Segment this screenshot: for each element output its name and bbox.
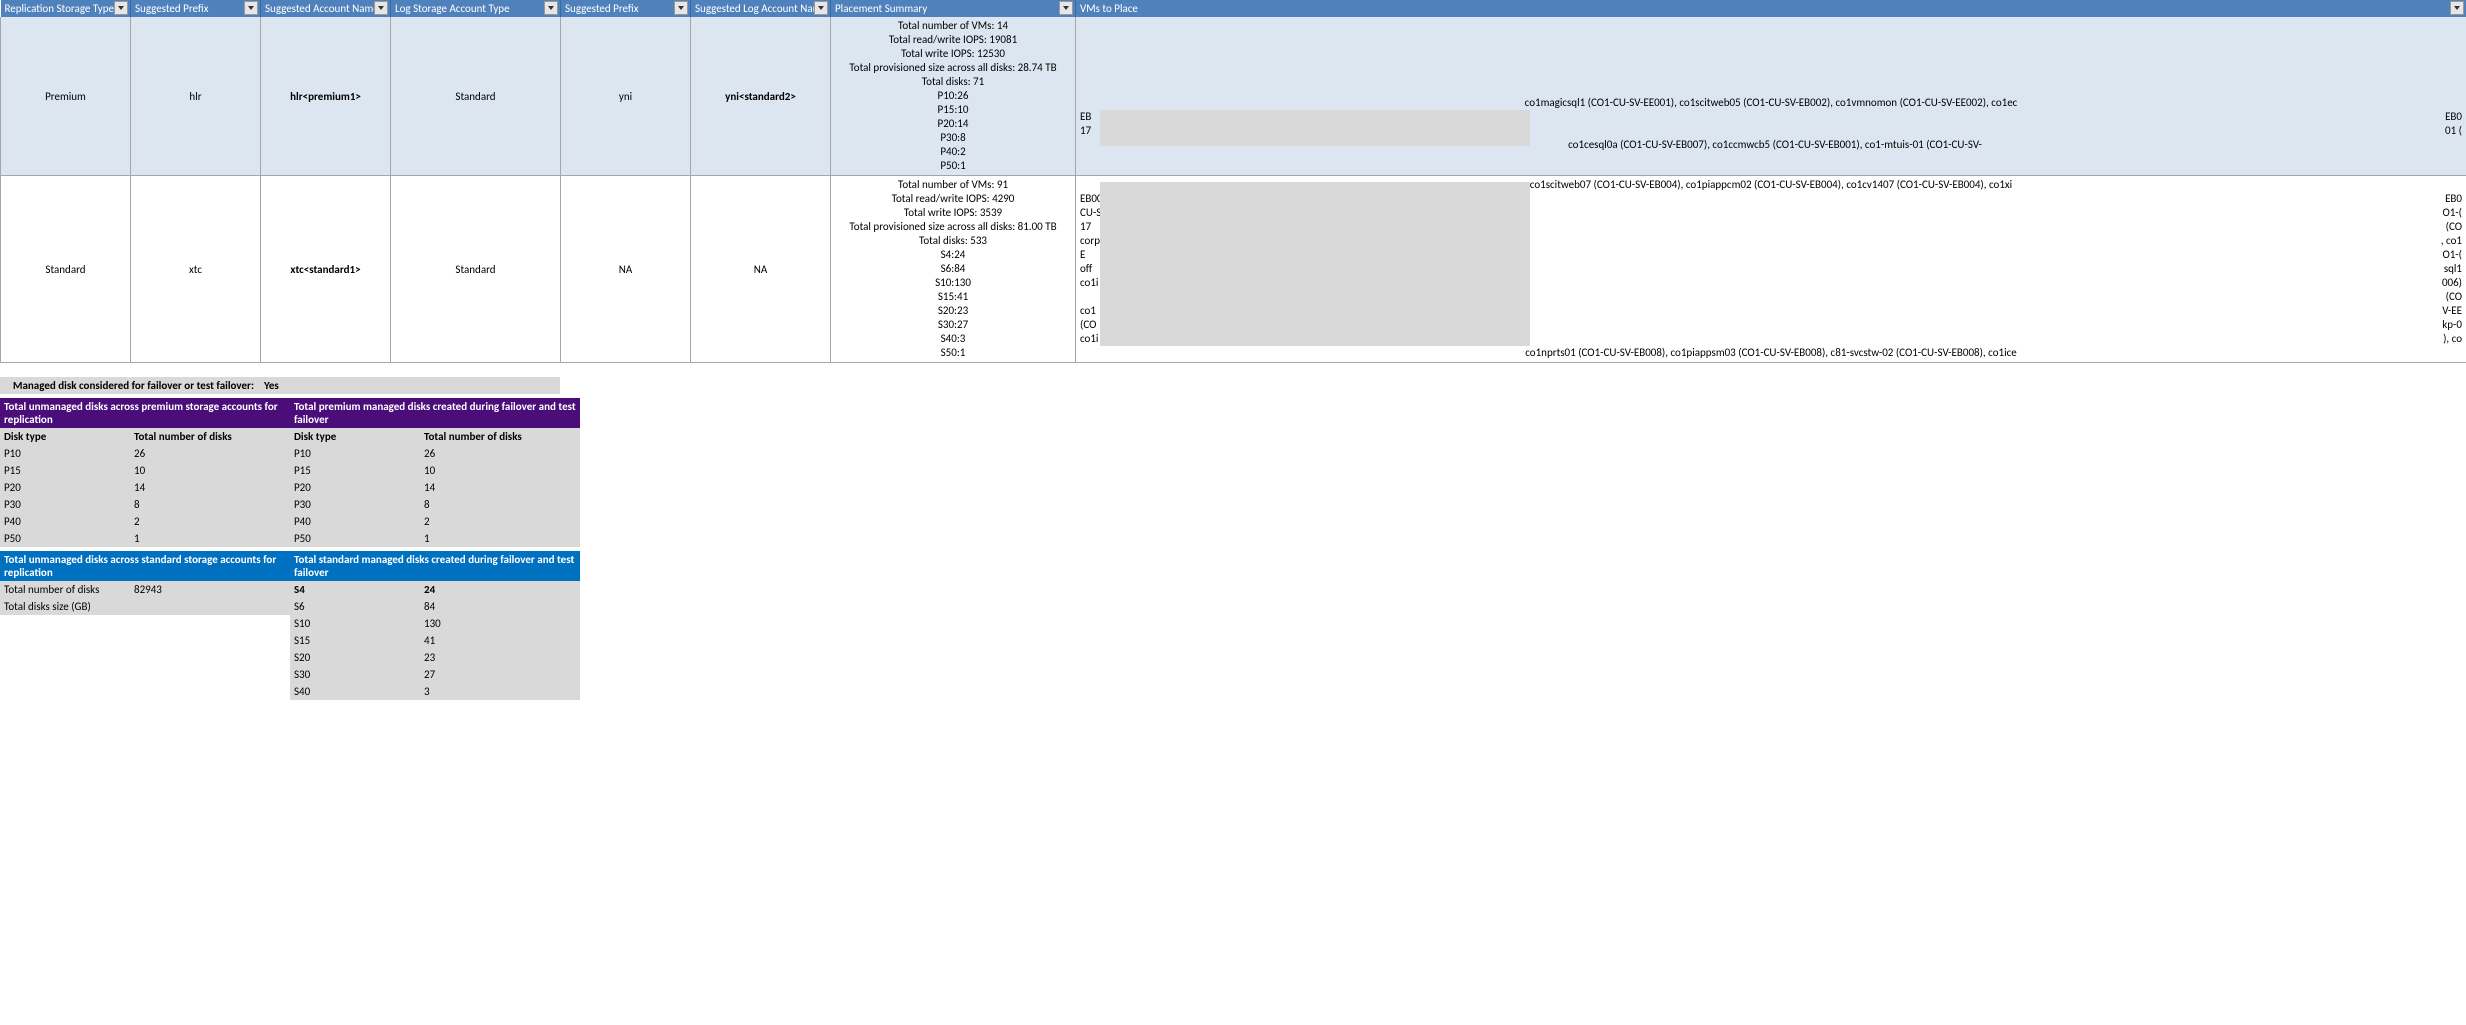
filter-icon[interactable]: [814, 1, 828, 15]
disk-row: P501P501: [0, 530, 580, 547]
filter-icon[interactable]: [2450, 1, 2464, 15]
standard-left-title: Total unmanaged disks across standard st…: [0, 551, 290, 581]
managed-disk-value: Yes: [260, 377, 390, 394]
cell-logaccount: yni<standard2>: [691, 17, 831, 176]
cell-logtype: Standard: [391, 176, 561, 363]
col-suggested-account-name[interactable]: Suggested Account Name: [261, 0, 391, 17]
col-placement-summary[interactable]: Placement Summary: [831, 0, 1076, 17]
cell-summary: Total number of VMs: 14 Total read/write…: [831, 17, 1076, 176]
filter-icon[interactable]: [244, 1, 258, 15]
managed-disk-label: Managed disk considered for failover or …: [0, 377, 260, 394]
premium-right-title: Total premium managed disks created duri…: [290, 398, 580, 428]
redacted-block: [1100, 182, 1530, 346]
cell-prefix: hlr: [131, 17, 261, 176]
disk-row: P2014P2014: [0, 479, 580, 496]
cell-vms: co1scitweb07 (CO1-CU-SV-EB004), co1piapp…: [1076, 176, 2466, 363]
standard-disks-table: Total unmanaged disks across standard st…: [0, 551, 580, 700]
header-row: Replication Storage Type Suggested Prefi…: [1, 0, 2466, 17]
cell-summary: Total number of VMs: 91 Total read/write…: [831, 176, 1076, 363]
cell-logprefix: NA: [561, 176, 691, 363]
filter-icon[interactable]: [374, 1, 388, 15]
filter-icon[interactable]: [544, 1, 558, 15]
cell-logaccount: NA: [691, 176, 831, 363]
disk-row: S1541: [0, 632, 580, 649]
col-suggested-log-account-name[interactable]: Suggested Log Account Name: [691, 0, 831, 17]
col-log-storage-account-type[interactable]: Log Storage Account Type: [391, 0, 561, 17]
cell-account: hlr<premium1>: [261, 17, 391, 176]
cell-account: xtc<standard1>: [261, 176, 391, 363]
col-suggested-prefix-2[interactable]: Suggested Prefix: [561, 0, 691, 17]
filter-icon[interactable]: [114, 1, 128, 15]
cell-logtype: Standard: [391, 17, 561, 176]
col-suggested-prefix[interactable]: Suggested Prefix: [131, 0, 261, 17]
disk-row: S10130: [0, 615, 580, 632]
managed-disk-row: Managed disk considered for failover or …: [0, 377, 2466, 394]
cell-prefix: xtc: [131, 176, 261, 363]
standard-right-title: Total standard managed disks created dur…: [290, 551, 580, 581]
cell-logprefix: yni: [561, 17, 691, 176]
cell-type: Standard: [1, 176, 131, 363]
cell-vms: co1magicsql1 (CO1-CU-SV-EE001), co1scitw…: [1076, 17, 2466, 176]
col-replication-storage-type[interactable]: Replication Storage Type: [1, 0, 131, 17]
disk-row: S3027: [0, 666, 580, 683]
cell-type: Premium: [1, 17, 131, 176]
disk-row: P1026P1026: [0, 445, 580, 462]
filter-icon[interactable]: [1059, 1, 1073, 15]
disk-row: P402P402: [0, 513, 580, 530]
data-row-premium: Premium hlr hlr<premium1> Standard yni y…: [1, 17, 2466, 176]
disk-row: Total number of disks82943S424: [0, 581, 580, 598]
redacted-block: [1100, 110, 1530, 146]
disk-row: Total disks size (GB)S684: [0, 598, 580, 615]
disk-row: S403: [0, 683, 580, 700]
col-vms-to-place[interactable]: VMs to Place: [1076, 0, 2466, 17]
gap-table: Managed disk considered for failover or …: [0, 363, 2466, 398]
main-table: Replication Storage Type Suggested Prefi…: [0, 0, 2466, 363]
premium-left-title: Total unmanaged disks across premium sto…: [0, 398, 290, 428]
data-row-standard: Standard xtc xtc<standard1> Standard NA …: [1, 176, 2466, 363]
disk-row: P1510P1510: [0, 462, 580, 479]
filter-icon[interactable]: [674, 1, 688, 15]
premium-disks-table: Total unmanaged disks across premium sto…: [0, 398, 580, 547]
vm-bottom-line: co1nprts01 (CO1-CU-SV-EB008), co1piappsm…: [1080, 346, 2462, 360]
disk-row: S2023: [0, 649, 580, 666]
disk-row: P308P308: [0, 496, 580, 513]
